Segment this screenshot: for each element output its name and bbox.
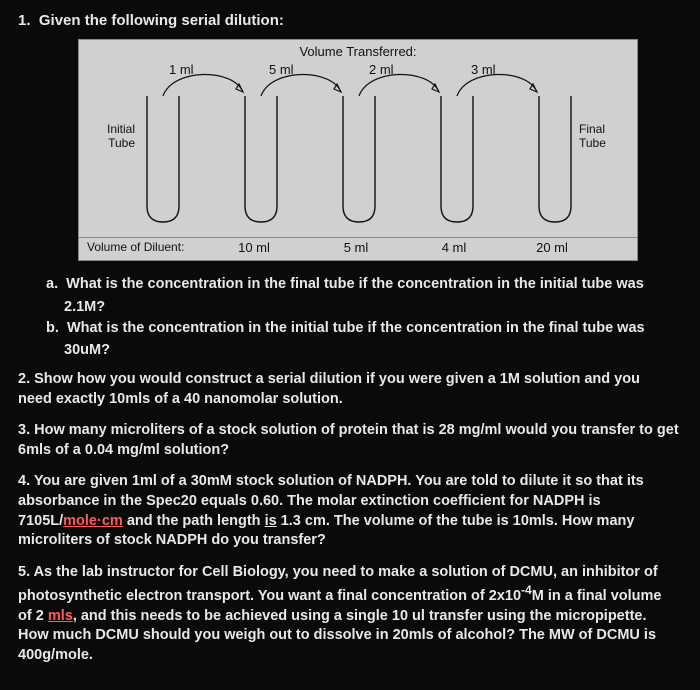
q5-l1: 5. As the lab instructor for Cell Biolog… <box>18 564 658 580</box>
transfer-arc <box>261 74 341 96</box>
tube <box>435 94 479 226</box>
diluent-value: 20 ml <box>527 240 577 255</box>
q5-l3b: , and this needs to be achieved using a … <box>73 608 647 624</box>
dilution-diagram: Volume Transferred: <box>78 39 638 261</box>
q4: 4. You are given 1ml of a 30mM stock sol… <box>18 472 682 550</box>
q1b: b. What is the concentration in the init… <box>46 319 682 339</box>
q5-l4: How much DCMU should you weigh out to di… <box>18 627 656 643</box>
q1b-line2: 30uM? <box>64 342 682 358</box>
q3: 3. How many microliters of a stock solut… <box>18 421 682 460</box>
q4-l3b: and the path length <box>123 513 265 529</box>
q4-l3c: 1.3 cm. The volume of the tube is 10mls.… <box>277 513 635 529</box>
q1a-line1: What is the concentration in the final t… <box>66 276 644 292</box>
diluent-value: 10 ml <box>229 240 279 255</box>
q1-prompt: Given the following serial dilution: <box>39 12 284 29</box>
q5-sup: -4 <box>521 583 532 597</box>
q4-molecm: mole·cm <box>63 513 123 529</box>
q1a: a. What is the concentration in the fina… <box>46 275 682 295</box>
diluent-label: Volume of Diluent: <box>87 240 184 254</box>
transfer-label: 3 ml <box>471 62 496 77</box>
q2: 2. Show how you would construct a serial… <box>18 370 682 409</box>
q2-l2: need exactly 10mls of a 40 nanomolar sol… <box>18 391 343 407</box>
tube <box>337 94 381 226</box>
tube-initial: InitialTube <box>141 94 185 226</box>
q2-l1: 2. Show how you would construct a serial… <box>18 371 640 387</box>
q5: 5. As the lab instructor for Cell Biolog… <box>18 563 682 666</box>
q5-l2b: M in a final volume <box>532 588 662 604</box>
tube-label-initial: InitialTube <box>93 122 135 151</box>
q5-l5: 400g/mole. <box>18 647 93 663</box>
q1b-line1: What is the concentration in the initial… <box>67 320 645 336</box>
q4-is: is <box>265 513 277 529</box>
tube-label-final: FinalTube <box>579 122 621 151</box>
q5-mls: mls <box>48 608 73 624</box>
q4-l4: microliters of stock NADPH do you transf… <box>18 532 326 548</box>
q4-l1: 4. You are given 1ml of a 30mM stock sol… <box>18 473 644 489</box>
q3-l1: 3. How many microliters of a stock solut… <box>18 422 679 438</box>
transfer-arc <box>163 74 243 96</box>
q1a-prefix: a. <box>46 276 58 292</box>
transfer-arc <box>359 74 439 96</box>
q5-l3a: of 2 <box>18 608 48 624</box>
q1-heading: 1. Given the following serial dilution: <box>18 12 682 29</box>
transfer-label: 1 ml <box>169 62 194 77</box>
q1-number: 1. <box>18 12 31 29</box>
q4-l3a: 7105L/ <box>18 513 63 529</box>
diluent-value: 5 ml <box>331 240 381 255</box>
transfer-arc <box>457 74 537 96</box>
q1b-prefix: b. <box>46 320 59 336</box>
tube-final: FinalTube <box>533 94 577 226</box>
q5-l2a: photosynthetic electron transport. You w… <box>18 588 521 604</box>
diluent-value: 4 ml <box>429 240 479 255</box>
q3-l2: 6mls of a 0.04 mg/ml solution? <box>18 442 229 458</box>
q1a-line2: 2.1M? <box>64 299 682 315</box>
tube <box>239 94 283 226</box>
q4-l2: absorbance in the Spec20 equals 0.60. Th… <box>18 493 601 509</box>
transfer-label: 5 ml <box>269 62 294 77</box>
transfer-label: 2 ml <box>369 62 394 77</box>
vol-transferred-label: Volume Transferred: <box>299 44 416 59</box>
